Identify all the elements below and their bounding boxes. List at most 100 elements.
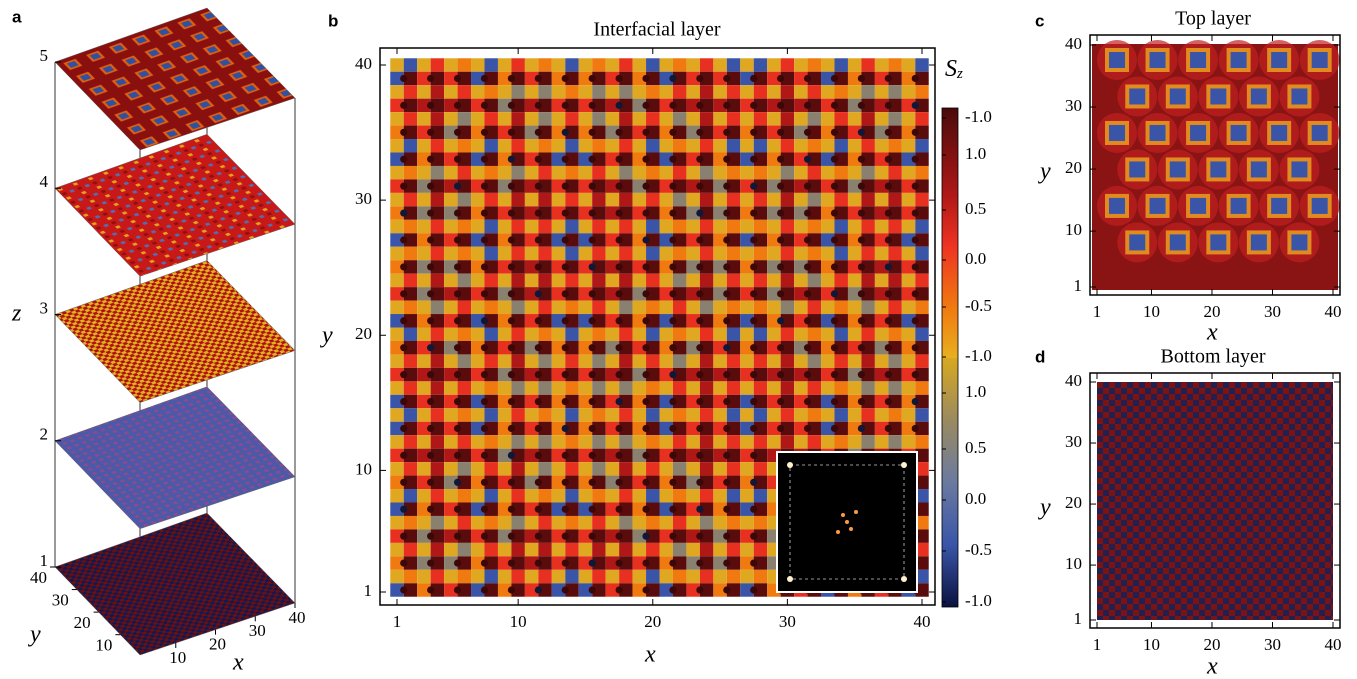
cell bbox=[646, 71, 660, 86]
spin bbox=[777, 128, 785, 136]
core bbox=[1250, 234, 1267, 251]
cell bbox=[471, 435, 485, 449]
cell bbox=[672, 314, 687, 328]
cell bbox=[753, 300, 768, 315]
spin bbox=[507, 317, 516, 325]
spin bbox=[911, 317, 919, 325]
cell bbox=[578, 287, 593, 301]
spin bbox=[561, 290, 569, 298]
cell bbox=[915, 327, 929, 341]
spin bbox=[669, 424, 677, 433]
spin bbox=[750, 371, 758, 379]
spin bbox=[642, 317, 650, 325]
cell bbox=[390, 489, 404, 503]
cell bbox=[511, 125, 525, 140]
cell bbox=[417, 462, 431, 476]
cell bbox=[861, 233, 875, 247]
cell bbox=[767, 206, 781, 220]
cell bbox=[538, 569, 552, 584]
cell bbox=[847, 206, 862, 220]
cell bbox=[592, 246, 606, 261]
cell bbox=[646, 327, 660, 341]
cell bbox=[915, 502, 929, 516]
cell bbox=[726, 408, 741, 422]
spin bbox=[777, 236, 785, 244]
cell bbox=[578, 435, 593, 449]
cell bbox=[646, 515, 660, 530]
cell bbox=[740, 206, 754, 220]
cell bbox=[565, 219, 579, 234]
cell bbox=[686, 381, 700, 395]
cell bbox=[551, 233, 566, 247]
spin bbox=[723, 263, 731, 271]
cell bbox=[847, 421, 862, 436]
cell bbox=[659, 515, 673, 530]
cell bbox=[403, 125, 418, 140]
cell bbox=[403, 58, 418, 72]
layer bbox=[54, 7, 296, 151]
cell bbox=[834, 233, 848, 247]
cell bbox=[847, 112, 862, 126]
cell bbox=[672, 394, 687, 409]
cell bbox=[592, 542, 606, 557]
cell bbox=[497, 475, 512, 490]
cell bbox=[605, 340, 620, 355]
cell bbox=[430, 529, 445, 543]
cell bbox=[444, 206, 458, 220]
cell bbox=[538, 139, 552, 153]
cell bbox=[619, 85, 633, 99]
spin bbox=[696, 397, 704, 406]
x-tick-label: 10 bbox=[510, 612, 527, 631]
cell bbox=[686, 542, 700, 557]
cell bbox=[457, 340, 472, 355]
cell bbox=[794, 354, 808, 368]
cell bbox=[592, 354, 606, 368]
cell bbox=[592, 260, 606, 274]
spin bbox=[696, 101, 704, 109]
cell bbox=[659, 421, 673, 436]
spin bbox=[453, 397, 462, 406]
cell bbox=[592, 273, 606, 288]
cell bbox=[659, 139, 673, 153]
cell bbox=[619, 381, 633, 395]
cell bbox=[430, 179, 445, 193]
cell bbox=[686, 569, 700, 584]
cell bbox=[726, 139, 741, 153]
spin bbox=[561, 74, 569, 83]
cell bbox=[430, 246, 445, 261]
cell bbox=[619, 569, 633, 584]
cell bbox=[874, 179, 889, 193]
spin bbox=[507, 101, 516, 109]
cell bbox=[861, 165, 875, 180]
core bbox=[1230, 197, 1247, 214]
spin bbox=[723, 559, 731, 567]
cell bbox=[713, 529, 727, 543]
cell bbox=[538, 85, 552, 99]
cell bbox=[497, 85, 512, 99]
cell bbox=[444, 354, 458, 368]
cell bbox=[915, 246, 929, 261]
cell bbox=[740, 139, 754, 153]
cell bbox=[672, 583, 687, 597]
cell bbox=[524, 515, 539, 530]
x-tick-label: 30 bbox=[779, 612, 796, 631]
cell bbox=[578, 367, 593, 382]
cell bbox=[646, 542, 660, 557]
spin bbox=[884, 397, 892, 406]
cell bbox=[901, 381, 916, 395]
cell bbox=[794, 233, 808, 247]
cell bbox=[726, 462, 741, 476]
spin bbox=[427, 182, 435, 190]
cell bbox=[767, 139, 781, 153]
cell bbox=[578, 85, 593, 99]
cell bbox=[403, 462, 418, 476]
cell bbox=[403, 435, 418, 449]
cell bbox=[497, 462, 512, 476]
spin bbox=[507, 451, 516, 459]
spin bbox=[400, 236, 408, 244]
cell bbox=[484, 273, 498, 288]
core bbox=[1250, 161, 1267, 178]
cell bbox=[699, 273, 714, 288]
cell bbox=[551, 287, 566, 301]
cell bbox=[646, 125, 660, 140]
